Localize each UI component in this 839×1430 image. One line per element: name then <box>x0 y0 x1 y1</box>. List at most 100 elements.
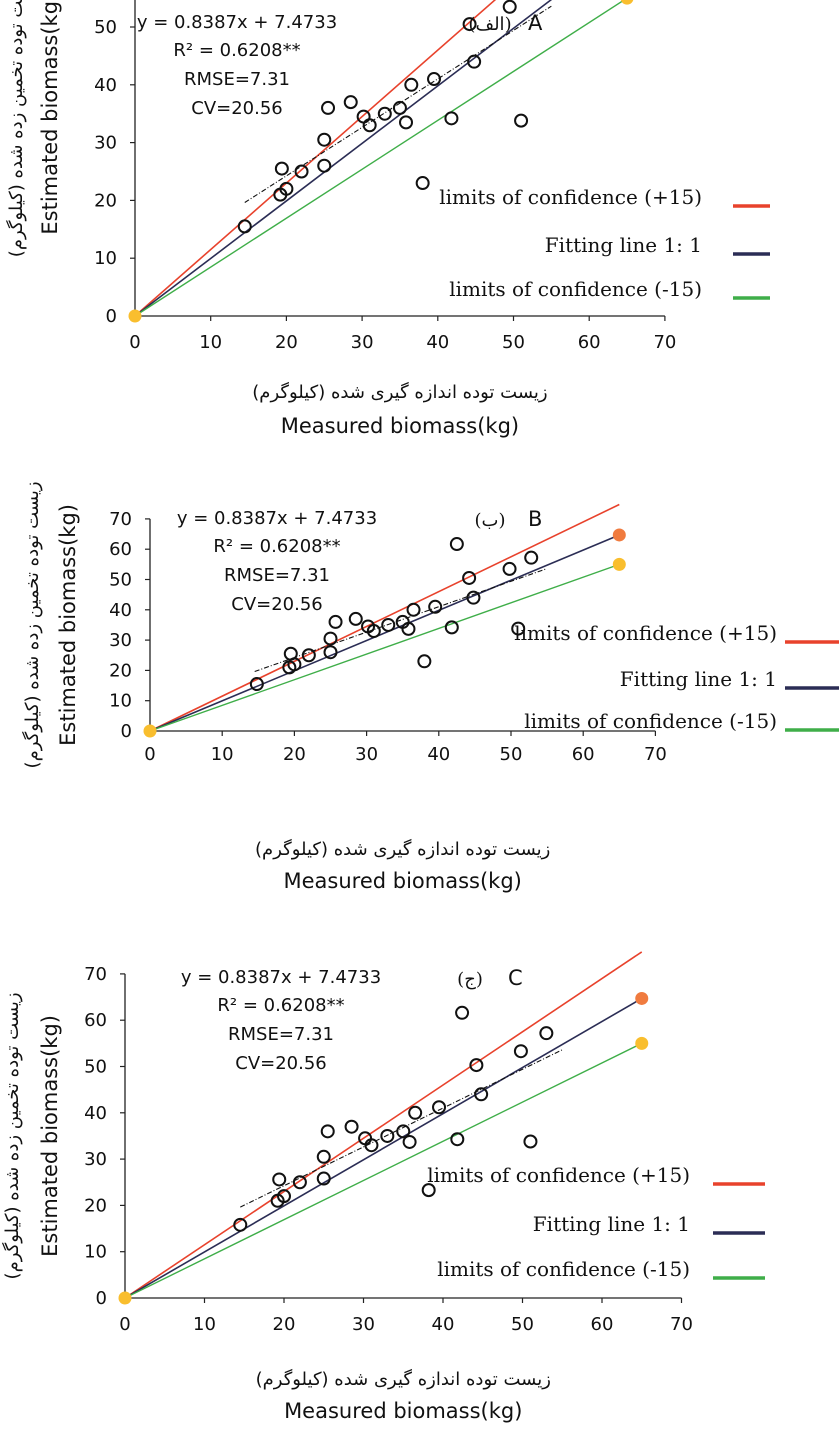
data-point <box>402 1134 417 1149</box>
data-point <box>467 54 482 69</box>
data-point <box>348 611 363 626</box>
legend-label: limits of confidence (+15) <box>439 185 702 209</box>
rmse-label: RMSE=7.31 <box>184 69 290 90</box>
data-point <box>427 72 442 87</box>
data-point <box>469 1058 484 1073</box>
data-point <box>362 118 377 133</box>
y-tick-label: 10 <box>84 1242 107 1263</box>
legend-label: Fitting line 1: 1 <box>533 1212 690 1236</box>
x-tick-label: 0 <box>119 1314 130 1335</box>
x-tick-label: 0 <box>144 744 155 765</box>
data-point <box>428 599 443 614</box>
y-tick-label: 70 <box>84 964 107 985</box>
data-point <box>444 620 459 635</box>
x-tick-label: 70 <box>644 744 667 765</box>
data-point <box>274 161 289 176</box>
y-axis-title: Estimated biomass(kg) <box>56 504 80 746</box>
upper-confidence-line <box>124 951 643 1299</box>
data-point <box>502 561 517 576</box>
x-axis-title-fa: زیست توده اندازه گیری شده (کیلوگرم) <box>255 838 550 860</box>
x-tick-label: 40 <box>432 1314 455 1335</box>
endpoint-marker <box>635 991 649 1005</box>
data-point <box>377 106 392 121</box>
x-axis-title-fa: زیست توده اندازه گیری شده (کیلوگرم) <box>256 1368 551 1390</box>
cv-label: CV=20.56 <box>235 1053 327 1074</box>
data-point <box>449 537 464 552</box>
x-tick-label: 30 <box>351 332 374 353</box>
data-point <box>511 621 526 636</box>
legend-label: limits of confidence (-15) <box>524 709 777 733</box>
data-point <box>294 164 309 179</box>
data-point <box>316 1171 331 1186</box>
regression-trendline <box>244 5 552 203</box>
fitting-line <box>124 997 643 1299</box>
panel-label-fa: (ج) <box>457 969 483 990</box>
y-axis-title: Estimated biomass(kg) <box>38 1015 62 1257</box>
y-tick-label: 10 <box>109 691 132 712</box>
y-tick-label: 20 <box>109 660 132 681</box>
regression-equation: y = 0.8387x + 7.4733 <box>181 967 381 988</box>
chart-panel-b: 0 10 20 30 40 50 60 70 0 10 20 30 40 50 60 70 y = 0.8387… <box>21 481 839 893</box>
panel-label: C <box>508 966 523 990</box>
regression-equation: y = 0.8387x + 7.4733 <box>137 12 337 33</box>
data-point <box>474 1087 489 1102</box>
data-point <box>316 1149 331 1164</box>
data-point <box>277 1189 291 1204</box>
y-tick-label: 60 <box>109 539 132 560</box>
data-point <box>317 132 332 147</box>
data-point <box>364 1138 379 1153</box>
cv-label: CV=20.56 <box>191 98 283 119</box>
x-tick-label: 70 <box>670 1314 693 1335</box>
y-tick-label: 50 <box>94 17 117 38</box>
lower-confidence-line <box>134 0 626 317</box>
rmse-label: RMSE=7.31 <box>228 1024 334 1045</box>
data-point <box>523 1134 538 1149</box>
panel-label-fa: (الف) <box>468 14 511 35</box>
y-tick-label: 30 <box>109 630 132 651</box>
data-point <box>344 1119 359 1134</box>
data-point <box>421 1183 436 1198</box>
endpoint-marker <box>620 0 634 5</box>
y-tick-label: 60 <box>84 1010 107 1031</box>
x-tick-label: 30 <box>355 744 378 765</box>
data-point <box>343 95 358 110</box>
fitting-line <box>149 534 620 732</box>
y-tick-label: 20 <box>94 190 117 211</box>
data-point <box>450 1132 465 1147</box>
data-point <box>399 115 414 130</box>
data-point <box>406 602 421 617</box>
y-tick-label: 20 <box>84 1195 107 1216</box>
x-tick-label: 60 <box>578 332 601 353</box>
panel-label: B <box>528 507 542 531</box>
x-tick-label: 20 <box>275 332 298 353</box>
x-tick-label: 10 <box>211 744 234 765</box>
y-tick-label: 30 <box>94 133 117 154</box>
data-point <box>272 1172 287 1187</box>
data-point <box>404 77 419 92</box>
endpoint-marker <box>118 1291 132 1305</box>
x-tick-label: 30 <box>352 1314 375 1335</box>
y-tick-label: 40 <box>94 75 117 96</box>
y-tick-label: 50 <box>84 1057 107 1078</box>
data-point <box>301 648 316 663</box>
regression-equation: y = 0.8387x + 7.4733 <box>177 508 377 529</box>
data-point <box>524 550 539 565</box>
data-point <box>415 176 430 191</box>
r-squared: R² = 0.6208** <box>173 40 300 61</box>
data-point <box>514 113 529 128</box>
x-tick-label: 60 <box>572 744 595 765</box>
data-point <box>323 645 338 660</box>
legend-label: Fitting line 1: 1 <box>545 233 702 257</box>
lower-confidence-line <box>124 1042 643 1299</box>
endpoint-marker <box>143 724 157 738</box>
endpoint-marker <box>612 557 626 571</box>
y-tick-label: 70 <box>109 509 132 530</box>
r-squared: R² = 0.6208** <box>213 536 340 557</box>
x-tick-label: 50 <box>502 332 525 353</box>
upper-confidence-line <box>149 503 620 732</box>
x-tick-label: 20 <box>283 744 306 765</box>
x-tick-label: 40 <box>426 332 449 353</box>
y-tick-label: 30 <box>84 1149 107 1170</box>
data-point <box>328 614 343 629</box>
data-point <box>287 657 302 672</box>
